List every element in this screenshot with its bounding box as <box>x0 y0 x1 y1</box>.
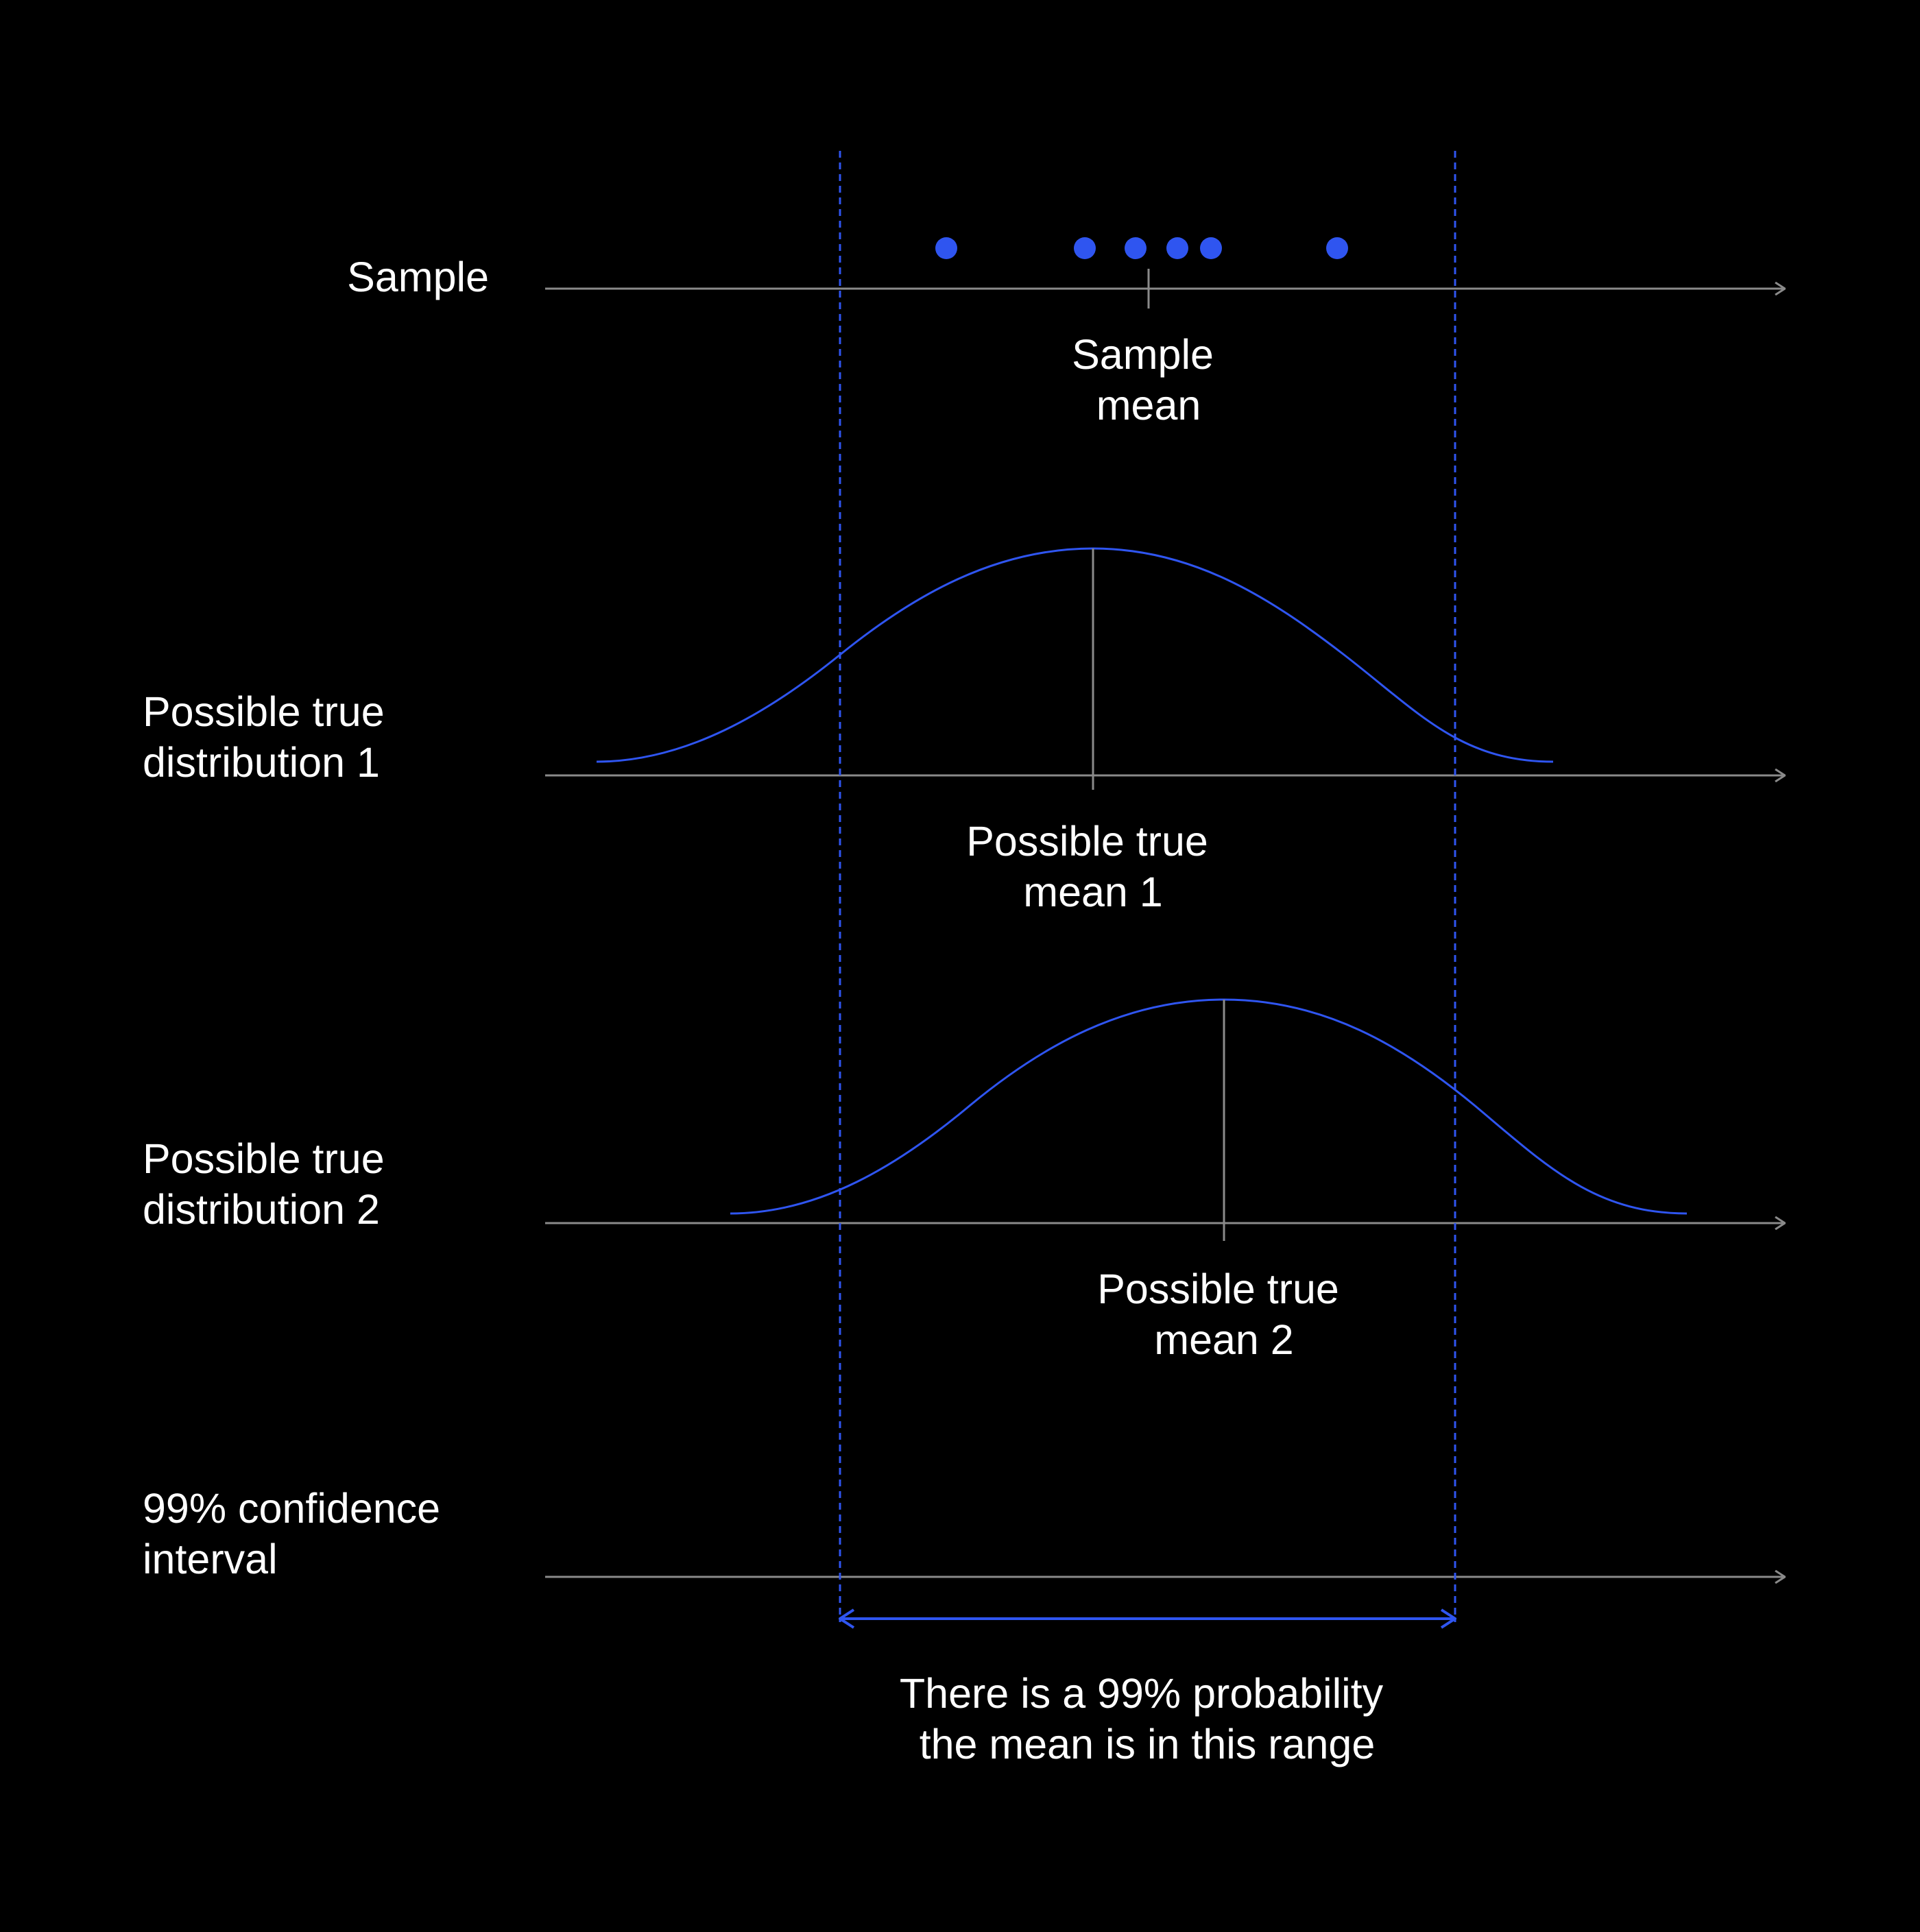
distribution-1-label: Possible true distribution 1 <box>143 688 396 786</box>
sample-point <box>1074 237 1096 259</box>
sample-point <box>1200 237 1222 259</box>
sample-point <box>1326 237 1348 259</box>
distribution-2-row: Possible true distribution 2 Possible tr… <box>143 998 1785 1363</box>
sample-point <box>1125 237 1147 259</box>
distribution-2-label: Possible true distribution 2 <box>143 1135 396 1233</box>
distribution-2-curve <box>730 998 1688 1215</box>
distribution-1-row: Possible true distribution 1 Possible tr… <box>143 547 1785 915</box>
sample-point <box>1166 237 1188 259</box>
confidence-interval-row: 99% confidence interval There is a 99% p… <box>143 1485 1785 1767</box>
sample-row-label: Sample <box>347 254 489 300</box>
distribution-2-mean-label: Possible true mean 2 <box>1097 1266 1351 1363</box>
confidence-interval-label: 99% confidence interval <box>143 1485 452 1582</box>
distribution-1-curve <box>596 547 1554 763</box>
confidence-interval-caption: There is a 99% probability the mean is i… <box>900 1670 1395 1767</box>
distribution-1-mean-label: Possible true mean 1 <box>966 818 1220 915</box>
sample-point <box>935 237 957 259</box>
sample-mean-label: Sample mean <box>1072 331 1225 428</box>
sample-row: Sample Sample mean <box>347 237 1785 428</box>
